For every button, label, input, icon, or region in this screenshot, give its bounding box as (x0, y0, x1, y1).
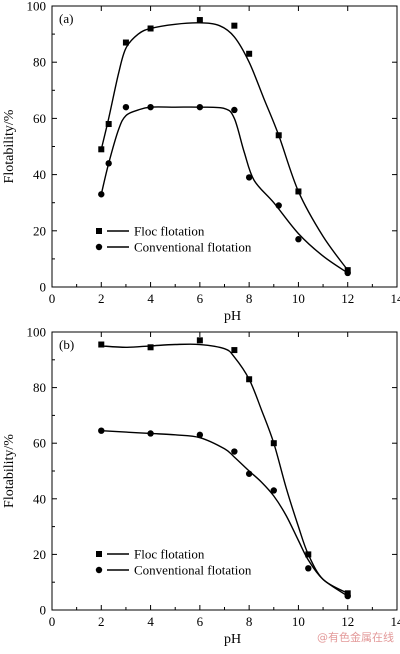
data-point-floc (231, 23, 237, 29)
data-point-conventional (98, 427, 104, 433)
data-point-conventional (147, 430, 153, 436)
data-point-floc (276, 132, 282, 138)
data-point-conventional (305, 565, 311, 571)
data-point-conventional (295, 236, 301, 242)
x-tick-label: 2 (98, 291, 105, 306)
data-point-conventional (123, 104, 129, 110)
y-axis-title: Flotability/% (2, 434, 17, 508)
x-tick-label: 4 (147, 614, 154, 629)
x-axis-title: pH (224, 309, 241, 324)
y-tick-label: 0 (40, 280, 47, 295)
data-point-conventional (147, 104, 153, 110)
legend-label: Conventional flotation (134, 563, 252, 578)
x-tick-label: 4 (147, 291, 154, 306)
x-tick-label: 14 (391, 291, 400, 306)
x-tick-label: 0 (49, 614, 56, 629)
x-tick-label: 10 (292, 291, 305, 306)
data-point-conventional (98, 191, 104, 197)
y-tick-label: 40 (33, 167, 46, 182)
y-tick-label: 0 (40, 603, 47, 618)
data-point-floc (98, 146, 104, 152)
legend-marker-conventional (96, 567, 102, 573)
y-tick-label: 100 (27, 0, 47, 14)
x-tick-label: 10 (292, 614, 305, 629)
data-point-floc (246, 376, 252, 382)
x-axis-title: pH (224, 632, 241, 647)
data-point-floc (271, 440, 277, 446)
x-tick-label: 12 (341, 614, 354, 629)
chart-panel-2: 0 2 4 6 8 10 12 14 0 20 40 60 80 100 pH Flotability/% (b… (2, 325, 400, 648)
data-point-conventional (231, 448, 237, 454)
data-point-conventional (276, 202, 282, 208)
data-point-floc (106, 121, 112, 127)
y-tick-label: 20 (33, 547, 46, 562)
x-tick-label: 0 (49, 291, 56, 306)
data-point-conventional (197, 432, 203, 438)
x-tick-label: 14 (391, 614, 400, 629)
data-point-floc (197, 337, 203, 343)
legend-marker-conventional (96, 244, 102, 250)
data-point-floc (148, 344, 154, 350)
data-point-floc (231, 347, 237, 353)
data-point-floc (197, 17, 203, 23)
x-tick-label: 12 (341, 291, 354, 306)
data-point-conventional (271, 487, 277, 493)
y-axis-title: Flotability/% (2, 109, 17, 183)
y-tick-label: 80 (33, 380, 46, 395)
data-point-conventional (246, 471, 252, 477)
data-point-conventional (246, 174, 252, 180)
data-point-conventional (197, 104, 203, 110)
data-point-floc (246, 51, 252, 57)
y-tick-label: 60 (33, 436, 46, 451)
data-point-floc (98, 342, 104, 348)
y-tick-label: 60 (33, 111, 46, 126)
data-point-floc (295, 188, 301, 194)
y-tick-label: 80 (33, 55, 46, 70)
y-tick-label: 100 (27, 325, 47, 340)
watermark-text: @有色金属在线 (317, 629, 394, 645)
legend-label: Floc flotation (134, 547, 205, 562)
legend-marker-floc (96, 551, 102, 557)
x-tick-label: 6 (197, 614, 204, 629)
data-point-floc (123, 40, 129, 46)
data-point-conventional (105, 160, 111, 166)
chart-panel-1: 0 2 4 6 8 10 12 14 0 20 40 60 80 100 pH Flotability/% (a… (2, 0, 400, 324)
legend-label: Conventional flotation (134, 240, 252, 255)
legend-marker-floc (96, 228, 102, 234)
x-tick-label: 2 (98, 614, 105, 629)
y-tick-label: 40 (33, 491, 46, 506)
panel-label: (a) (59, 11, 73, 26)
data-point-conventional (231, 107, 237, 113)
data-point-conventional (345, 593, 351, 599)
x-tick-label: 8 (246, 291, 253, 306)
y-tick-label: 20 (33, 223, 46, 238)
data-point-conventional (345, 270, 351, 276)
panel-label: (b) (59, 337, 74, 352)
legend-label: Floc flotation (134, 224, 205, 239)
x-tick-label: 8 (246, 614, 253, 629)
x-tick-label: 6 (197, 291, 204, 306)
data-point-floc (148, 25, 154, 31)
